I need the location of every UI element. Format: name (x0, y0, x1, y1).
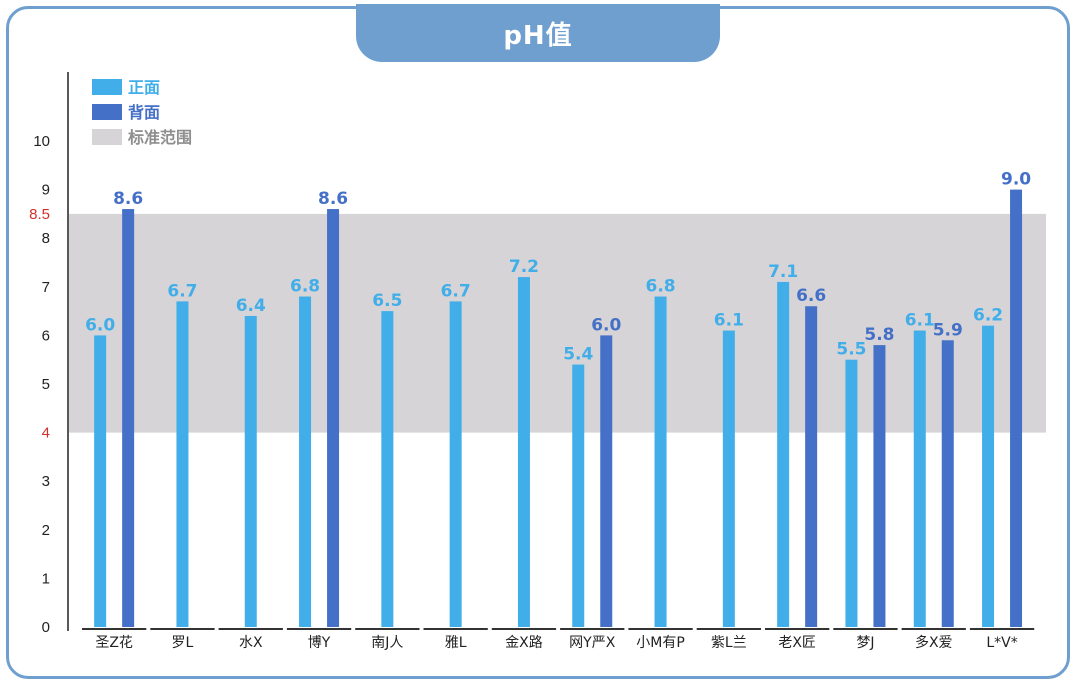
value-label-back: 8.6 (113, 189, 143, 209)
legend-item-band-label: 标准范围 (127, 128, 192, 147)
bar-front (722, 330, 735, 627)
x-tick-label: 金X路 (505, 635, 543, 651)
y-tick-label: 6 (42, 327, 50, 344)
value-label-front: 6.7 (167, 281, 197, 301)
value-label-front: 5.5 (836, 340, 866, 360)
bar-front (94, 335, 107, 627)
bar-front (449, 301, 462, 627)
value-label-front: 5.4 (563, 345, 593, 365)
x-tick-label: 小M有P (636, 635, 685, 651)
x-tick-label: 水X (239, 635, 263, 651)
y-tick-label: 10 (33, 133, 50, 150)
x-tick-label: 南J人 (371, 635, 403, 651)
y-tick-label: 2 (42, 522, 50, 539)
y-tick-label: 9 (42, 182, 50, 199)
value-label-front: 6.4 (236, 296, 266, 316)
x-tick-label: L*V* (986, 635, 1017, 651)
x-tick-label: 网Y严X (569, 635, 616, 651)
bar-front (244, 315, 257, 627)
y-tick-label: 3 (42, 473, 50, 490)
y-tick-label: 4 (42, 425, 50, 442)
value-label-back: 5.9 (933, 320, 963, 340)
value-label-back: 6.6 (796, 286, 826, 306)
x-tick-label: 梦J (856, 635, 874, 651)
x-tick-label: 紫L兰 (711, 635, 747, 651)
legend-item-back-label: 背面 (128, 103, 160, 122)
x-tick-label: 罗L (172, 635, 194, 651)
bar-back (805, 306, 818, 627)
x-tick-label: 老X匠 (778, 635, 816, 651)
value-label-back: 9.0 (1001, 170, 1031, 190)
value-label-front: 6.5 (372, 291, 402, 311)
y-tick-label: 7 (42, 279, 50, 296)
value-label-back: 5.8 (864, 325, 894, 345)
value-label-front: 6.1 (905, 311, 935, 331)
bar-front (654, 296, 667, 627)
x-tick-label: 博Y (308, 634, 331, 651)
bar-front (982, 325, 995, 627)
value-label-front: 6.8 (645, 277, 675, 297)
bar-back (600, 335, 613, 627)
x-tick-label: 圣Z花 (95, 635, 133, 651)
x-tick-label: 多X爱 (915, 634, 953, 651)
bar-front (381, 311, 394, 627)
value-label-front: 6.2 (973, 306, 1003, 326)
value-label-front: 6.7 (441, 281, 471, 301)
value-label-back: 8.6 (318, 189, 348, 209)
value-label-front: 7.1 (768, 262, 798, 282)
bar-front (777, 281, 790, 627)
bar-back (1010, 189, 1023, 627)
bar-back (122, 209, 135, 628)
y-tick-label: 1 (42, 570, 50, 587)
bar-front (572, 364, 585, 627)
chart-title: pH值 (503, 20, 573, 51)
bar-back (873, 345, 886, 627)
y-tick-label: 5 (42, 376, 50, 393)
x-tick-label: 雅L (445, 635, 467, 651)
value-label-back: 6.0 (591, 315, 621, 335)
value-label-front: 6.1 (714, 311, 744, 331)
legend-item-back-swatch (92, 104, 122, 120)
value-label-front: 6.0 (85, 315, 115, 335)
legend-item-front-label: 正面 (128, 78, 160, 97)
bar-front (845, 359, 858, 627)
bar-front (913, 330, 926, 627)
title-tab: pH值 (356, 4, 720, 62)
bar-back (941, 340, 954, 627)
bar-front (176, 301, 189, 627)
y-tick-label: 0 (42, 619, 50, 636)
bar-front (299, 296, 312, 627)
y-tick-label: 8.5 (29, 206, 50, 223)
legend-item-front-swatch (92, 79, 122, 95)
y-tick-label: 8 (42, 230, 50, 247)
value-label-front: 6.8 (290, 277, 320, 297)
legend-item-band-swatch (92, 129, 122, 145)
standard-range-band (69, 213, 1046, 433)
bar-back (327, 209, 340, 628)
value-label-front: 7.2 (509, 257, 539, 277)
bar-front (517, 277, 530, 627)
